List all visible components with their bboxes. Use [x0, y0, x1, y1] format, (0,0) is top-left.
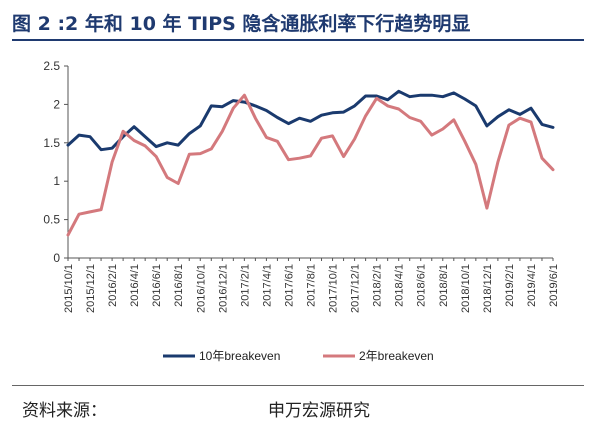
y-tick-label: 0.5 [43, 213, 60, 227]
x-tick-label: 2018/10/1 [460, 264, 472, 313]
x-tick-label: 2017/10/1 [328, 264, 340, 313]
legend: 10年breakeven 2年breakeven [163, 349, 434, 363]
source-value: 申万宏源研究 [268, 401, 370, 421]
title-divider [12, 39, 584, 41]
x-tick-label: 2017/2/1 [239, 264, 251, 307]
x-tick-label: 2016/6/1 [151, 264, 163, 307]
series-line-10y-breakeven [66, 89, 555, 152]
footer-divider [12, 385, 584, 386]
x-tick-label: 2019/6/1 [548, 264, 560, 307]
y-tick-label: 2 [53, 97, 60, 111]
x-tick-label: 2016/8/1 [173, 264, 185, 307]
y-tick-label: 1.5 [43, 136, 60, 150]
x-tick-label: 2018/4/1 [394, 264, 406, 307]
x-tick-label: 2017/4/1 [261, 264, 273, 307]
y-axis-ticks: 0 0.5 1 1.5 2 2.5 [43, 59, 68, 265]
x-tick-label: 2017/12/1 [350, 264, 362, 313]
x-tick-label: 2019/2/1 [504, 264, 516, 307]
x-tick-label: 2017/6/1 [283, 264, 295, 307]
x-tick-label: 2016/10/1 [195, 264, 207, 313]
axes [67, 66, 553, 259]
y-tick-label: 2.5 [43, 59, 60, 73]
y-tick-label: 0 [53, 251, 60, 265]
x-tick-label: 2018/2/1 [372, 264, 384, 307]
x-tick-label: 2016/12/1 [217, 264, 229, 313]
x-tick-label: 2018/8/1 [438, 264, 450, 307]
x-tick-label: 2018/12/1 [482, 264, 494, 313]
x-tick-label: 2016/2/1 [107, 264, 119, 307]
x-tick-label: 2018/6/1 [416, 264, 428, 307]
legend-label-2y: 2年breakeven [359, 349, 434, 363]
source-label: 资料来源： [22, 401, 107, 421]
x-tick-label: 2017/8/1 [306, 264, 318, 307]
legend-label-10y: 10年breakeven [199, 349, 280, 363]
line-chart: 00.511.522.5 2015/10/1 2015/12/1 2016/2/1 2… [43, 59, 560, 363]
x-tick-label: 2015/10/1 [63, 264, 75, 313]
chart-title: 图 2 :2 年和 10 年 TIPS 隐含通胀利率下行趋势明显 [12, 13, 471, 35]
x-tick-label: 2015/12/1 [85, 264, 97, 313]
x-tick-label: 2019/4/1 [526, 264, 538, 307]
series-line-2y-breakeven [66, 93, 555, 237]
y-tick-label: 1 [53, 174, 60, 188]
x-axis-ticks: 2015/10/1 2015/12/1 2016/2/1 2016/4/1 2016/6… [63, 258, 560, 313]
x-tick-label: 2016/4/1 [129, 264, 141, 307]
series-lines [66, 89, 555, 237]
